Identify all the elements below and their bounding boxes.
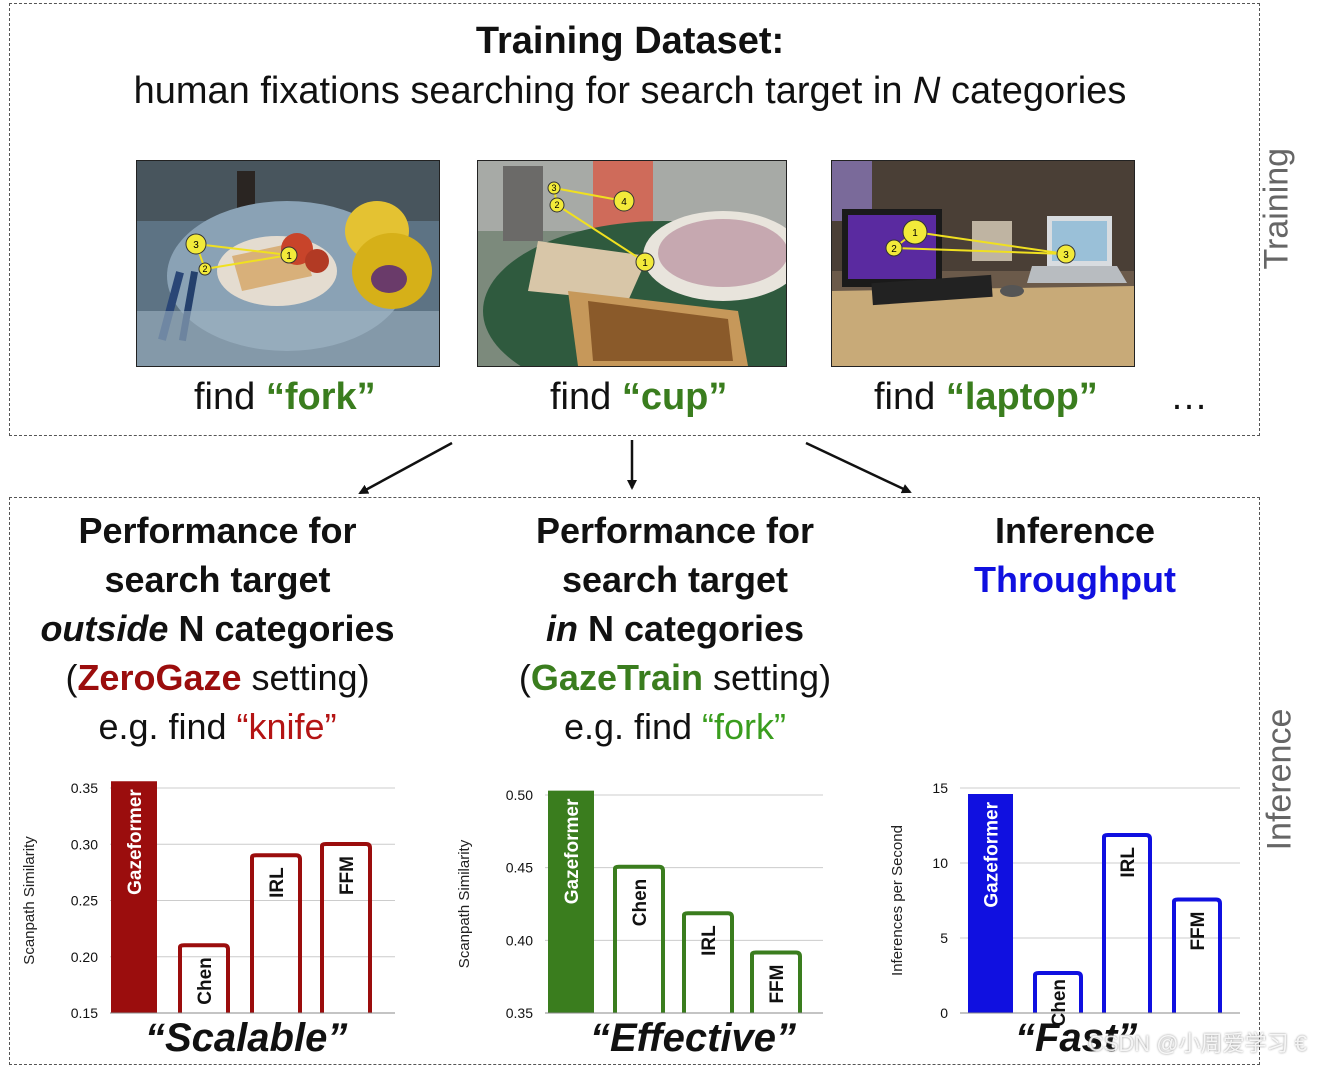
chart-zerogaze: 0.15 0.20 0.25 0.30 0.35 Scanpath Similarity G… xyxy=(21,780,395,1021)
column-gazetrain-heading: Performance for search target in N categ… xyxy=(518,510,832,747)
bar-label-irl: IRL xyxy=(699,925,720,956)
y-tick-label: 0 xyxy=(940,1005,948,1021)
y-axis-label: Scanpath Similarity xyxy=(456,839,473,968)
y-tick-label: 15 xyxy=(932,780,948,796)
bar-gazeformer xyxy=(968,794,1013,1013)
bar-label-chen: Chen xyxy=(195,957,216,1005)
bar-label-irl: IRL xyxy=(1118,847,1139,878)
inference-side-label: Inference xyxy=(1260,708,1299,851)
column-zerogaze-heading: Performance for search target outside N … xyxy=(40,510,395,747)
bar-gazeformer xyxy=(548,790,594,1013)
bar-irl xyxy=(250,853,302,1013)
y-tick-label: 0.45 xyxy=(506,860,533,876)
bar-ffm xyxy=(320,842,372,1013)
y-tick-label: 0.40 xyxy=(506,932,533,948)
svg-text:4: 4 xyxy=(621,197,627,208)
svg-text:1: 1 xyxy=(286,251,292,262)
arrow-left xyxy=(358,441,453,495)
y-tick-label: 0.15 xyxy=(71,1005,98,1021)
motto-fast: “Fast” xyxy=(1015,1016,1138,1060)
arrow-right xyxy=(805,441,912,494)
y-axis-label: Scanpath Similarity xyxy=(21,836,38,965)
bar-label-ffm: FFM xyxy=(337,856,358,895)
bar-chen xyxy=(1033,971,1083,1013)
chart-throughput: 0 5 10 15 Inferences per Second Gazeformer Che… xyxy=(889,780,1240,1027)
svg-text:3: 3 xyxy=(193,240,199,251)
svg-text:3: 3 xyxy=(1063,250,1069,261)
bar-label-ffm: FFM xyxy=(767,965,788,1004)
watermark: CSDN @小周爱学习 € xyxy=(1087,1031,1307,1056)
column-throughput-heading: Inference Throughput xyxy=(974,510,1176,600)
y-tick-label: 10 xyxy=(932,855,948,871)
bar-irl xyxy=(1102,833,1152,1013)
bar-irl xyxy=(682,911,734,1013)
bar-label-gazeformer: Gazeformer xyxy=(125,789,146,895)
motto-scalable: “Scalable” xyxy=(145,1016,348,1060)
y-tick-label: 5 xyxy=(940,930,948,946)
bar-chen xyxy=(178,943,230,1013)
y-axis-label: Inferences per Second xyxy=(889,825,906,976)
bar-label-irl: IRL xyxy=(267,867,288,898)
motto-effective: “Effective” xyxy=(590,1016,797,1060)
example-image-fork: 1 2 3 xyxy=(136,160,440,367)
svg-text:2: 2 xyxy=(891,244,897,255)
training-panel xyxy=(9,3,1260,436)
bar-ffm xyxy=(750,950,802,1013)
inference-panel xyxy=(9,497,1260,1065)
svg-text:1: 1 xyxy=(642,258,648,269)
svg-text:2: 2 xyxy=(202,264,207,274)
y-tick-label: 0.20 xyxy=(71,949,98,965)
y-tick-label: 0.25 xyxy=(71,893,98,909)
example-image-laptop: 1 2 3 xyxy=(831,160,1135,367)
svg-text:2: 2 xyxy=(554,200,559,210)
caption-fork: find “fork” xyxy=(194,376,376,418)
training-subtitle: human fixations searching for search tar… xyxy=(133,70,1127,112)
svg-text:3: 3 xyxy=(551,183,556,193)
y-tick-label: 0.35 xyxy=(506,1005,533,1021)
bar-ffm xyxy=(1172,897,1222,1013)
y-tick-label: 0.30 xyxy=(71,836,98,852)
chart-gazetrain: 0.35 0.40 0.45 0.50 Scanpath Similarity Gazef… xyxy=(456,787,823,1021)
bar-label-gazeformer: Gazeformer xyxy=(982,801,1003,907)
bar-chen xyxy=(613,864,665,1013)
bar-label-chen: Chen xyxy=(630,879,651,927)
caption-laptop: find “laptop” xyxy=(874,376,1098,418)
svg-text:1: 1 xyxy=(912,228,918,239)
bar-gazeformer xyxy=(111,781,157,1013)
caption-cup: find “cup” xyxy=(550,376,728,418)
y-tick-label: 0.50 xyxy=(506,787,533,803)
caption-ellipsis: … xyxy=(1170,376,1208,418)
training-title: Training Dataset: xyxy=(475,20,785,62)
example-image-cup: 1 2 3 4 xyxy=(477,160,787,367)
bar-label-chen: Chen xyxy=(1049,979,1070,1027)
bar-label-gazeformer: Gazeformer xyxy=(562,798,583,904)
bar-label-ffm: FFM xyxy=(1188,912,1209,951)
y-tick-label: 0.35 xyxy=(71,780,98,796)
